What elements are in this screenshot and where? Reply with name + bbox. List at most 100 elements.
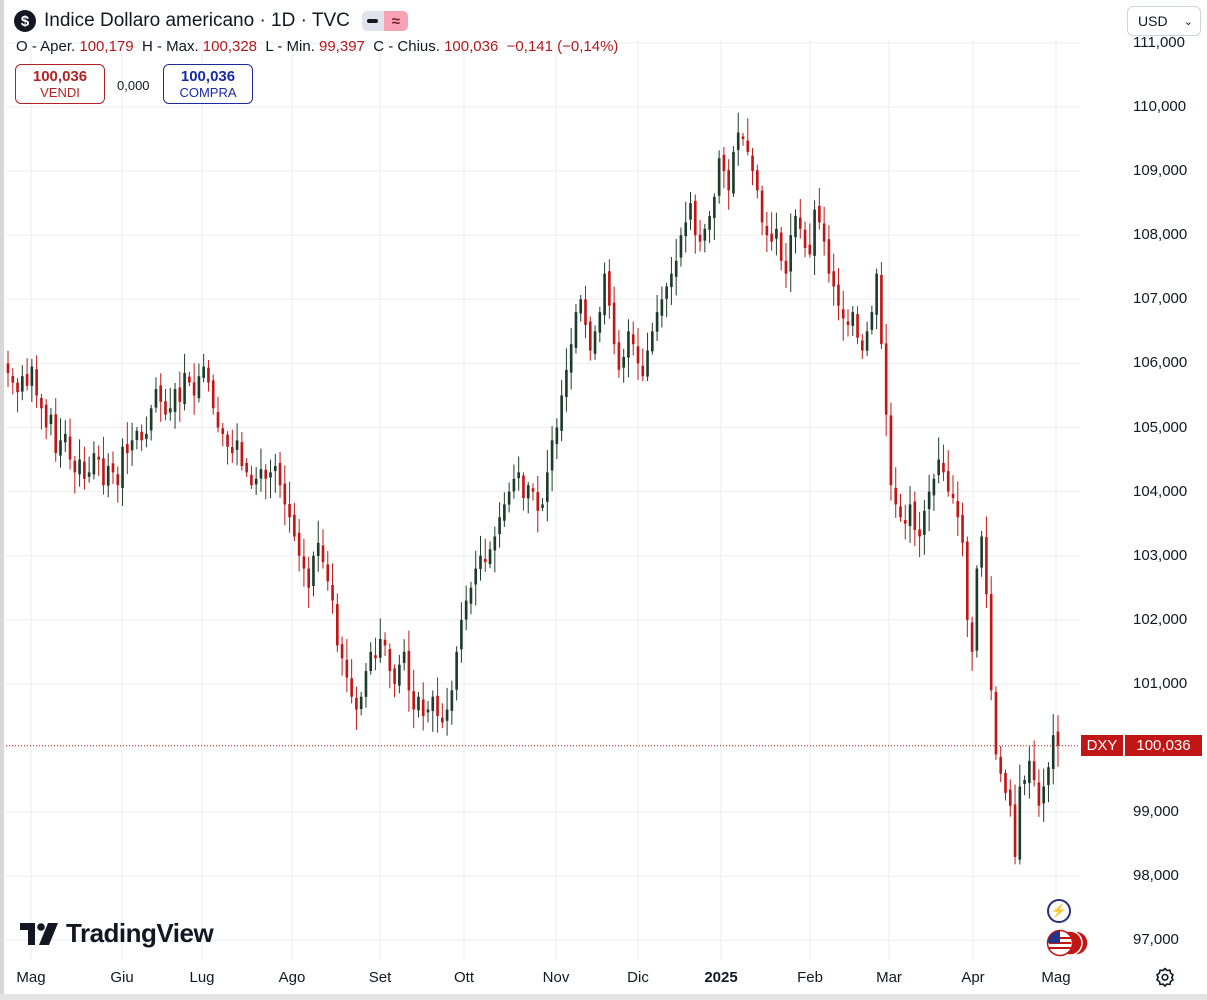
candle xyxy=(445,687,449,736)
candle-body xyxy=(245,463,248,473)
candle-body xyxy=(550,440,554,471)
candle xyxy=(655,294,659,342)
candle xyxy=(1037,769,1041,817)
candle-body xyxy=(135,430,139,440)
x-tick-label: 2025 xyxy=(704,969,738,986)
candle-body xyxy=(154,389,158,408)
candle xyxy=(770,212,773,251)
candle-body xyxy=(598,312,602,333)
candle xyxy=(426,701,430,723)
candle xyxy=(899,493,902,522)
candle xyxy=(889,402,893,501)
candle-body xyxy=(803,229,807,249)
candle-body xyxy=(188,376,191,383)
visibility-toggle[interactable]: ≈ xyxy=(361,11,408,31)
candle-body xyxy=(727,170,730,191)
candle-body xyxy=(713,196,716,218)
candle-body xyxy=(1008,789,1012,806)
candle xyxy=(837,268,840,321)
candle xyxy=(59,418,62,468)
candle xyxy=(1023,775,1026,796)
candle xyxy=(464,585,468,631)
x-tick-label: Giu xyxy=(110,969,134,986)
candle xyxy=(684,201,688,253)
candle-body xyxy=(340,644,344,659)
candle-body xyxy=(837,284,840,306)
candle-body xyxy=(923,510,926,535)
candle xyxy=(297,518,301,572)
candle-body xyxy=(25,374,29,386)
candle-body xyxy=(40,397,43,409)
candle xyxy=(760,185,764,236)
candle xyxy=(1018,764,1022,865)
y-tick-label: 104,000 xyxy=(1133,482,1188,500)
low-label: L - Min. xyxy=(265,38,315,55)
change-value: −0,141 (−0,14%) xyxy=(506,38,619,55)
candle-body xyxy=(631,334,635,345)
candle-body xyxy=(1042,786,1045,804)
candle-body xyxy=(59,440,62,456)
sell-button[interactable]: 100,036 VENDI xyxy=(15,64,105,104)
candle xyxy=(87,456,91,483)
gear-icon[interactable] xyxy=(1155,967,1175,987)
y-tick-label: 102,000 xyxy=(1133,610,1188,628)
candle-body xyxy=(231,447,234,454)
candle xyxy=(402,639,406,671)
buy-button[interactable]: 100,036 COMPRA xyxy=(163,64,253,104)
candle xyxy=(460,602,463,663)
candle-body xyxy=(316,542,320,556)
candle xyxy=(307,556,310,608)
candle-body xyxy=(522,475,525,499)
candle-body xyxy=(808,244,812,255)
candle-body xyxy=(603,273,606,316)
minus-icon[interactable] xyxy=(361,11,384,31)
approx-icon[interactable]: ≈ xyxy=(383,11,408,31)
candle xyxy=(813,200,816,275)
candle xyxy=(1028,746,1031,799)
candle xyxy=(78,439,81,487)
candle xyxy=(92,441,96,480)
buy-price: 100,036 xyxy=(180,68,236,85)
candle xyxy=(756,164,759,199)
candle xyxy=(884,324,888,437)
candle xyxy=(192,363,196,415)
currency-value: USD xyxy=(1138,13,1168,29)
candle xyxy=(254,467,258,495)
candle-body xyxy=(269,472,272,478)
y-tick-label: 110,000 xyxy=(1133,98,1187,115)
candle xyxy=(269,459,272,499)
candle-body xyxy=(140,431,143,441)
candle xyxy=(488,541,492,569)
tradingview-logo[interactable]: TradingView xyxy=(20,918,214,949)
candle-body xyxy=(293,514,296,537)
candle-body xyxy=(899,506,902,518)
candle xyxy=(517,456,520,491)
candle-body xyxy=(254,478,258,485)
high-value: 100,328 xyxy=(202,38,258,55)
chart-title: Indice Dollaro americano · 1D · TVC xyxy=(44,10,350,31)
candle xyxy=(751,147,754,186)
candle xyxy=(231,429,234,463)
candle xyxy=(956,481,960,536)
y-tick-label: 111,000 xyxy=(1133,33,1185,51)
us-flag-icon[interactable] xyxy=(1046,929,1090,957)
candle-body xyxy=(937,459,940,476)
candle xyxy=(531,483,535,501)
candle xyxy=(875,268,878,330)
candle xyxy=(722,147,726,189)
candle-body xyxy=(21,376,24,392)
candle-body xyxy=(1032,761,1036,781)
currency-select[interactable]: USD ⌄ xyxy=(1127,6,1201,36)
candle xyxy=(226,431,229,465)
candle xyxy=(168,387,172,421)
candle xyxy=(1042,768,1045,822)
candle-body xyxy=(565,369,568,397)
candle-body xyxy=(87,472,91,477)
x-tick-label: Apr xyxy=(961,969,985,986)
lightning-icon[interactable]: ⚡ xyxy=(1047,899,1071,923)
candle xyxy=(746,118,750,156)
candle-body xyxy=(861,340,864,351)
candle xyxy=(932,473,936,511)
candle-body xyxy=(636,346,640,364)
